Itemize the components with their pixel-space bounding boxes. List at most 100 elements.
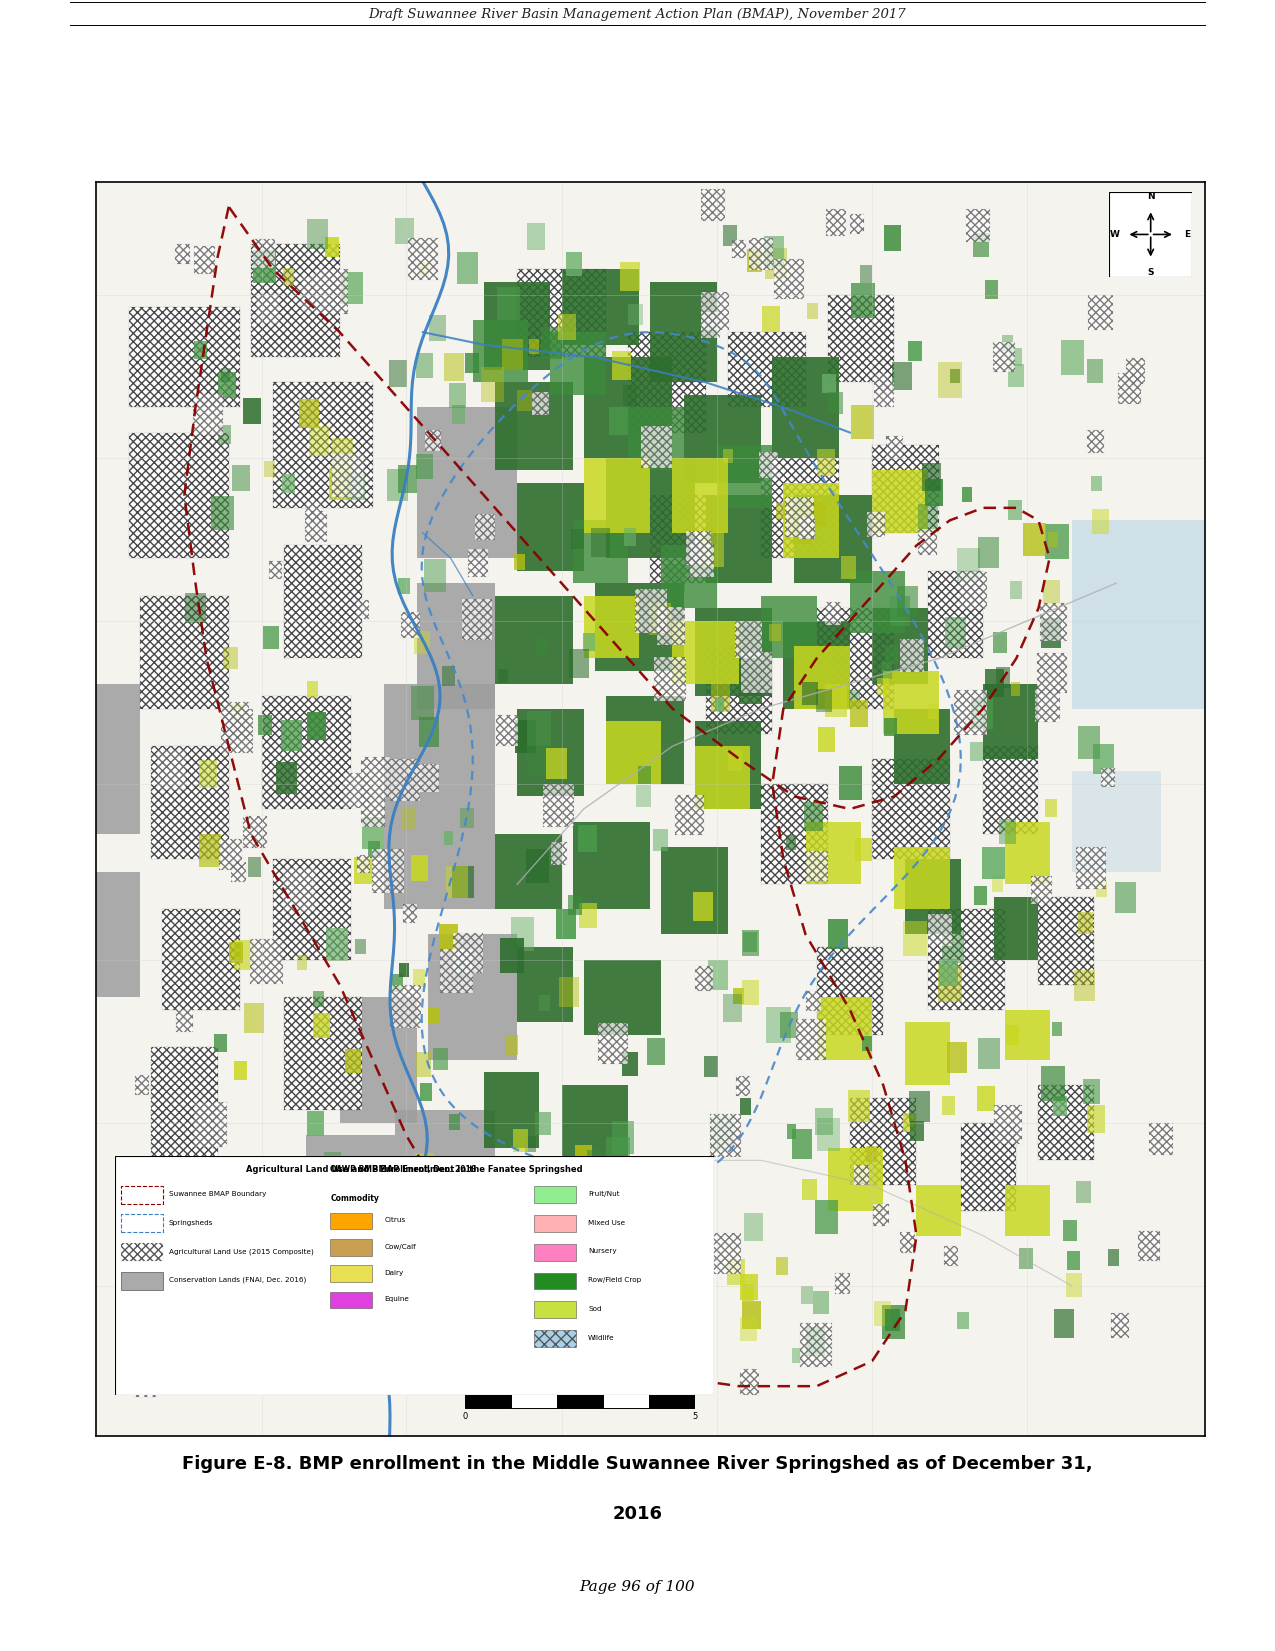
Bar: [440, 925, 459, 953]
Bar: [612, 352, 631, 380]
Bar: [1096, 882, 1107, 896]
Bar: [723, 449, 733, 462]
Bar: [506, 1278, 525, 1306]
Bar: [1031, 877, 1052, 903]
Bar: [250, 939, 283, 984]
Bar: [390, 974, 403, 992]
Bar: [1086, 358, 1103, 383]
Bar: [765, 248, 787, 279]
Bar: [326, 928, 348, 961]
Bar: [701, 292, 729, 330]
Bar: [513, 1129, 528, 1152]
Bar: [417, 583, 495, 708]
Bar: [515, 720, 537, 753]
Bar: [527, 849, 550, 883]
Bar: [428, 315, 446, 342]
Bar: [959, 571, 987, 609]
Bar: [928, 913, 952, 946]
Bar: [994, 1105, 1023, 1144]
Bar: [867, 512, 886, 537]
Bar: [875, 373, 889, 393]
Bar: [692, 892, 713, 921]
Bar: [1052, 1022, 1062, 1037]
Bar: [232, 464, 250, 492]
Bar: [273, 383, 372, 509]
Bar: [546, 748, 567, 779]
Bar: [649, 603, 671, 634]
Bar: [908, 340, 922, 362]
Bar: [561, 269, 639, 345]
Bar: [389, 360, 408, 386]
Bar: [762, 307, 779, 332]
Bar: [329, 469, 351, 500]
Bar: [723, 225, 737, 246]
Bar: [231, 862, 246, 882]
Bar: [666, 565, 685, 593]
Bar: [799, 1322, 833, 1367]
Bar: [704, 1055, 718, 1076]
Bar: [848, 1090, 871, 1123]
Bar: [742, 981, 759, 1005]
Bar: [966, 210, 991, 243]
Bar: [343, 773, 368, 809]
Bar: [1007, 500, 1021, 520]
Bar: [527, 712, 551, 746]
Bar: [1044, 523, 1068, 560]
Bar: [469, 1308, 501, 1352]
Bar: [850, 282, 875, 319]
Bar: [247, 857, 260, 877]
Bar: [449, 1114, 460, 1129]
Bar: [403, 905, 417, 923]
Bar: [518, 948, 572, 1022]
Bar: [456, 253, 478, 284]
Bar: [441, 665, 455, 687]
Bar: [96, 872, 140, 997]
Bar: [233, 1062, 247, 1080]
Bar: [978, 1037, 1000, 1070]
Bar: [954, 690, 987, 735]
Bar: [654, 657, 686, 700]
Bar: [283, 267, 295, 286]
Bar: [219, 839, 242, 870]
Bar: [223, 647, 238, 669]
Text: Conservation Lands (FNAI, Dec. 2016): Conservation Lands (FNAI, Dec. 2016): [168, 1276, 306, 1283]
Bar: [129, 307, 240, 408]
Text: Miles: Miles: [570, 1377, 590, 1387]
Bar: [657, 608, 685, 646]
Bar: [354, 857, 372, 885]
Bar: [534, 1187, 576, 1204]
Bar: [761, 457, 839, 558]
Bar: [339, 997, 417, 1123]
Bar: [710, 1114, 741, 1157]
Bar: [872, 446, 938, 533]
Bar: [244, 816, 266, 847]
Bar: [121, 1215, 163, 1232]
Bar: [686, 530, 711, 565]
Bar: [375, 1349, 389, 1369]
Bar: [1038, 1085, 1094, 1161]
Bar: [465, 353, 479, 373]
Text: Citrus: Citrus: [384, 1217, 405, 1223]
Bar: [882, 1306, 905, 1339]
Bar: [372, 1235, 390, 1260]
Bar: [947, 1042, 968, 1073]
Bar: [774, 259, 805, 299]
Text: OAWP BMP Enrollment, Dec. 2016: OAWP BMP Enrollment, Dec. 2016: [330, 1166, 477, 1174]
Bar: [473, 320, 528, 383]
Bar: [958, 548, 980, 581]
Bar: [221, 710, 252, 753]
Bar: [650, 282, 717, 383]
Bar: [706, 495, 773, 583]
Bar: [1019, 1248, 1033, 1270]
Bar: [543, 784, 574, 827]
Bar: [983, 684, 1039, 759]
Bar: [835, 1273, 850, 1294]
Text: Draft Suwannee River Basin Management Action Plan (BMAP), November 2017: Draft Suwannee River Basin Management Ac…: [368, 8, 907, 21]
Bar: [333, 454, 363, 497]
Bar: [525, 1136, 536, 1152]
Bar: [395, 218, 413, 244]
Bar: [695, 608, 773, 697]
Bar: [927, 571, 983, 659]
Bar: [761, 784, 827, 885]
Bar: [994, 896, 1039, 959]
